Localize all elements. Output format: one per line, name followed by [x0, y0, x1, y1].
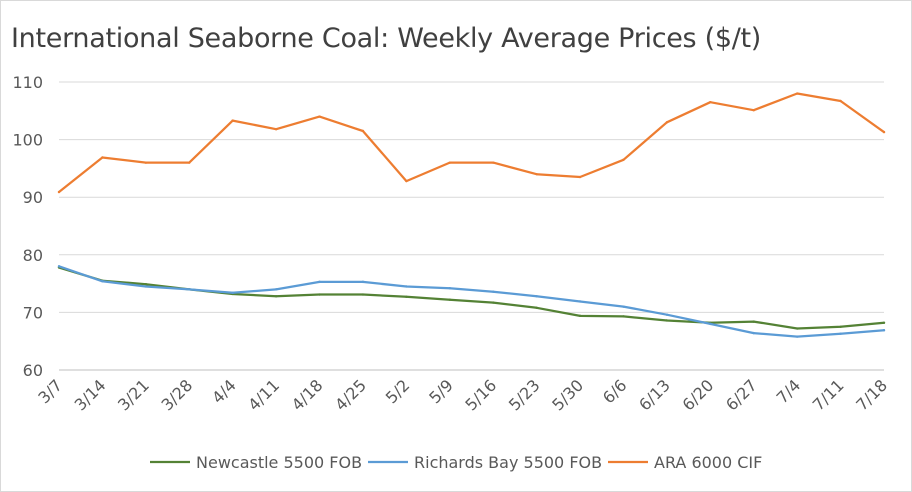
- gridlines: [59, 81, 884, 313]
- data-point: [578, 175, 582, 179]
- chart-title: International Seaborne Coal: Weekly Aver…: [11, 23, 762, 54]
- data-point: [752, 320, 755, 323]
- data-point: [101, 280, 104, 283]
- x-tick-label: 6/6: [599, 376, 631, 408]
- data-point: [665, 319, 669, 322]
- series-line-ara-6000-cif: [57, 92, 886, 194]
- legend-label-newcastle-5500-fob: Newcastle 5500 FOB: [196, 453, 362, 472]
- y-tick-label: 60: [23, 361, 43, 380]
- data-point: [882, 321, 886, 324]
- data-point: [231, 291, 234, 295]
- data-point: [274, 295, 278, 298]
- data-point: [57, 190, 61, 194]
- legend-label-ara-6000-cif: ARA 6000 CIF: [654, 453, 762, 472]
- data-point: [361, 293, 365, 296]
- data-point: [274, 288, 278, 291]
- data-point: [188, 288, 191, 291]
- data-point: [839, 325, 842, 328]
- data-point: [795, 92, 799, 95]
- data-point: [535, 295, 538, 298]
- y-axis-ticks: 60 70 80 90 100 110: [12, 73, 43, 380]
- data-point: [361, 129, 365, 133]
- data-point: [752, 331, 755, 335]
- data-point: [144, 161, 148, 164]
- y-tick-label: 110: [12, 73, 43, 92]
- data-point: [361, 280, 365, 284]
- data-point: [795, 327, 799, 330]
- data-point: [622, 305, 625, 308]
- data-point: [578, 314, 582, 318]
- series-lines: [57, 92, 886, 338]
- data-point: [492, 301, 495, 304]
- data-point: [535, 172, 538, 176]
- x-tick-label: 7/18: [852, 376, 891, 415]
- data-point: [492, 290, 495, 293]
- x-tick-label: 4/11: [244, 376, 283, 415]
- legend-label-richards-bay-5500-fob: Richards Bay 5500 FOB: [414, 453, 602, 472]
- data-point: [882, 130, 886, 134]
- data-point: [448, 298, 451, 301]
- legend: Newcastle 5500 FOB Richards Bay 5500 FOB A…: [150, 453, 762, 472]
- data-point: [492, 161, 495, 164]
- data-point: [839, 99, 842, 103]
- data-point: [752, 109, 755, 112]
- x-tick-label: 6/13: [635, 376, 674, 415]
- data-point: [795, 335, 799, 338]
- data-point: [318, 280, 321, 284]
- x-tick-label: 5/23: [505, 376, 544, 415]
- data-point: [188, 161, 191, 164]
- data-point: [405, 295, 408, 299]
- x-tick-label: 3/14: [71, 376, 110, 415]
- x-tick-label: 3/21: [114, 376, 153, 415]
- data-point: [57, 265, 61, 268]
- x-tick-label: 5/9: [425, 376, 457, 408]
- data-point: [882, 329, 886, 332]
- data-point: [709, 322, 712, 326]
- x-tick-label: 7/4: [773, 376, 805, 408]
- data-point: [448, 161, 451, 164]
- data-point: [405, 179, 408, 183]
- x-tick-label: 3/28: [157, 376, 196, 415]
- y-tick-label: 80: [23, 246, 43, 265]
- data-point: [318, 115, 321, 118]
- data-point: [144, 282, 148, 286]
- data-point: [665, 121, 669, 124]
- series-line-richards-bay-5500-fob: [57, 265, 886, 338]
- data-point: [405, 285, 408, 288]
- data-point: [101, 156, 104, 159]
- x-tick-label: 5/30: [548, 376, 587, 415]
- x-tick-label: 5/2: [382, 376, 414, 408]
- x-tick-label: 3/7: [34, 376, 66, 408]
- y-tick-label: 90: [23, 188, 43, 207]
- x-tick-label: 6/27: [722, 376, 761, 415]
- data-point: [231, 119, 234, 122]
- x-axis-ticks: 3/7 3/14 3/21 3/28 4/4 4/11 4/18 4/25 5/2 5/9 5/16…: [34, 376, 891, 415]
- x-tick-label: 5/16: [461, 376, 500, 415]
- data-point: [448, 287, 451, 290]
- x-tick-label: 4/18: [288, 376, 327, 415]
- data-point: [622, 315, 625, 318]
- data-point: [622, 158, 625, 161]
- data-point: [535, 306, 538, 309]
- data-point: [144, 285, 148, 288]
- data-point: [709, 100, 712, 104]
- data-point: [274, 128, 278, 131]
- data-point: [578, 300, 582, 303]
- y-tick-label: 70: [23, 303, 43, 322]
- y-tick-label: 100: [12, 131, 43, 150]
- x-tick-label: 4/4: [208, 376, 240, 408]
- data-point: [665, 313, 669, 316]
- x-tick-label: 7/11: [809, 376, 848, 415]
- data-point: [839, 332, 842, 335]
- data-point: [318, 293, 321, 296]
- series-line-newcastle-5500-fob: [57, 266, 886, 330]
- x-tick-label: 4/25: [331, 376, 370, 415]
- x-tick-label: 6/20: [679, 376, 718, 415]
